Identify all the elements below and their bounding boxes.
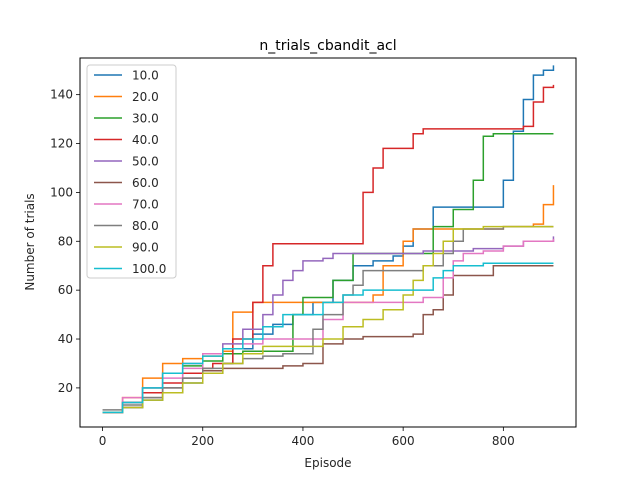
- y-tick-label: 100: [50, 185, 73, 199]
- legend-label: 40.0: [132, 133, 159, 147]
- x-tick-label: 800: [492, 434, 515, 448]
- plot-lines: [102, 65, 555, 414]
- y-axis-label: Number of trials: [23, 193, 37, 290]
- x-tick-label: 400: [291, 434, 314, 448]
- y-axis: 20 40 60 80 100 120 140: [50, 88, 80, 395]
- series-line-6: [102, 238, 555, 414]
- legend-label: 10.0: [132, 69, 159, 83]
- legend-label: 70.0: [132, 198, 159, 212]
- x-tick-label: 600: [392, 434, 415, 448]
- legend-label: 100.0: [132, 262, 166, 276]
- legend-label: 20.0: [132, 90, 159, 104]
- x-tick-label: 200: [191, 434, 214, 448]
- series-line-9: [102, 262, 554, 414]
- series-line-8: [102, 225, 554, 414]
- y-tick-label: 80: [58, 234, 73, 248]
- y-tick-label: 120: [50, 137, 73, 151]
- chart-title: n_trials_cbandit_acl: [259, 38, 396, 54]
- legend-label: 80.0: [132, 219, 159, 233]
- x-tick-label: 0: [99, 434, 107, 448]
- y-tick-label: 20: [58, 381, 73, 395]
- y-tick-label: 140: [50, 88, 73, 102]
- legend-label: 30.0: [132, 112, 159, 126]
- legend-label: 60.0: [132, 176, 159, 190]
- axes-frame: [79, 57, 577, 428]
- legend-label: 50.0: [132, 155, 159, 169]
- legend-label: 90.0: [132, 241, 159, 255]
- x-axis-label: Episode: [304, 456, 351, 470]
- legend: 10.0 20.0 30.0 40.0 50.0 60.0 70.0 80.0 90.0 100.…: [86, 64, 177, 279]
- x-axis: 0 200 400 600 800: [99, 427, 515, 448]
- y-tick-label: 60: [58, 283, 73, 297]
- y-tick-label: 40: [58, 332, 73, 346]
